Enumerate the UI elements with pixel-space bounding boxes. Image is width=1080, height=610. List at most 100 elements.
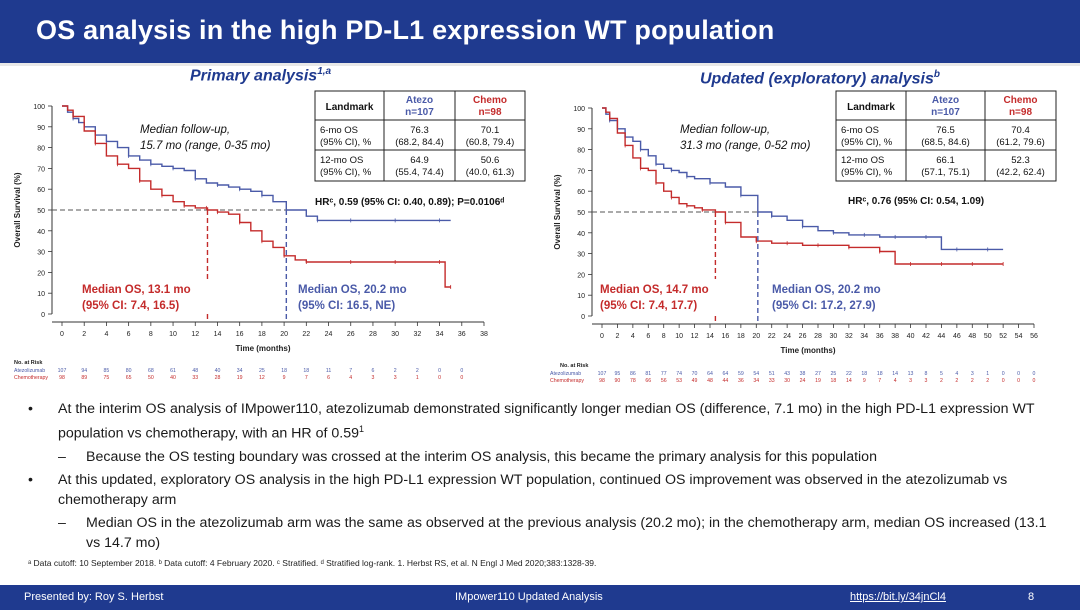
x-tick-label: 10 (675, 333, 683, 340)
risk-value: 56 (661, 378, 667, 384)
risk-row-label: Chemotherapy (550, 378, 584, 384)
risk-value: 3 (971, 371, 974, 377)
risk-value: 4 (349, 375, 352, 381)
y-axis-label: Overall Survival (%) (553, 174, 562, 249)
y-tick-label: 80 (37, 146, 45, 153)
atezo-median-label: Median OS, 20.2 mo (772, 284, 881, 296)
panel-2-title-sup: b (933, 69, 940, 80)
risk-value: 59 (738, 371, 744, 377)
y-tick-label: 90 (577, 127, 585, 134)
y-tick-label: 30 (37, 250, 45, 257)
risk-value: 64 (707, 371, 713, 377)
risk-value: 33 (769, 378, 775, 384)
risk-value: 19 (237, 375, 243, 381)
atezo-median-bg (768, 279, 908, 313)
x-tick-label: 38 (891, 333, 899, 340)
x-tick-label: 34 (436, 331, 444, 338)
x-tick-label: 28 (369, 331, 377, 338)
risk-value: 80 (126, 368, 132, 374)
table-cell-landmark-sub: (95% CI), % (320, 167, 372, 178)
risk-value: 3 (909, 378, 912, 384)
followup-line-2: 15.7 mo (range, 0-35 mo) (140, 140, 271, 152)
table-cell-landmark-sub: (95% CI), % (841, 167, 893, 178)
risk-value: 61 (170, 368, 176, 374)
atezo-median-label: Median OS, 20.2 mo (298, 284, 407, 296)
x-tick-label: 38 (480, 331, 488, 338)
panel-1-title: Primary analysis1,a (190, 66, 331, 85)
risk-value: 7 (305, 375, 308, 381)
risk-title: No. at Risk (560, 363, 589, 369)
risk-value: 1 (986, 371, 989, 377)
x-tick-label: 12 (691, 333, 699, 340)
bullet-text: Because the OS testing boundary was cros… (86, 448, 877, 465)
y-tick-label: 60 (37, 187, 45, 194)
x-tick-label: 20 (280, 331, 288, 338)
x-tick-label: 18 (737, 333, 745, 340)
bullet-text: Median OS in the atezolizumab arm was th… (86, 515, 1047, 551)
x-tick-label: 6 (127, 331, 131, 338)
risk-value: 2 (416, 368, 419, 374)
table-header-chemo-n: n=98 (478, 107, 502, 118)
risk-value: 25 (259, 368, 265, 374)
risk-value: 0 (438, 368, 441, 374)
x-tick-label: 26 (799, 333, 807, 340)
chemo-median-ci: (95% CI: 7.4, 16.5) (82, 300, 179, 312)
risk-value: 0 (1017, 378, 1020, 384)
panel-1-title-text: Primary analysis (190, 67, 318, 85)
table-header-chemo: Chemo (1004, 95, 1038, 106)
chemo-median-bg (596, 279, 736, 313)
risk-value: 65 (126, 375, 132, 381)
risk-value: 77 (661, 371, 667, 377)
risk-value: 6 (372, 368, 375, 374)
risk-value: 81 (645, 371, 651, 377)
y-tick-label: 90 (37, 125, 45, 132)
table-cell-chemo: 70.4 (1011, 125, 1030, 136)
table-cell-landmark: 12-mo OS (841, 155, 884, 166)
bullet-text: At this updated, exploratory OS analysis… (58, 472, 1008, 508)
risk-value: 64 (723, 371, 729, 377)
bullet-item: • At the interim OS analysis of IMpower11… (28, 400, 1048, 444)
table-cell-atezo: 66.1 (936, 155, 955, 166)
y-axis-label: Overall Survival (%) (13, 172, 22, 247)
risk-value: 107 (58, 368, 67, 374)
risk-value: 44 (723, 378, 729, 384)
followup-line-2: 31.3 mo (range, 0-52 mo) (680, 140, 811, 152)
slide-footer: Presented by: Roy S. Herbst IMpower110 U… (0, 585, 1080, 610)
risk-value: 53 (676, 378, 682, 384)
risk-value: 14 (892, 371, 898, 377)
table-cell-landmark: 6-mo OS (320, 125, 358, 136)
risk-value: 18 (303, 368, 309, 374)
x-tick-label: 26 (347, 331, 355, 338)
table-cell-atezo: 64.9 (410, 155, 429, 166)
risk-value: 43 (784, 371, 790, 377)
risk-value: 36 (738, 378, 744, 384)
risk-value: 54 (753, 371, 759, 377)
footer-link[interactable]: https://bit.ly/34jnCl4 (850, 591, 946, 603)
bullet-item: – Median OS in the atezolizumab arm was t… (28, 514, 1048, 553)
risk-value: 1 (416, 375, 419, 381)
risk-row-label: Atezolizumab (14, 368, 45, 374)
table-cell-chemo-ci: (61.2, 79.6) (996, 137, 1045, 148)
atezo-median-bg (294, 279, 434, 313)
risk-value: 24 (800, 378, 806, 384)
y-tick-label: 50 (577, 210, 585, 217)
risk-value: 66 (645, 378, 651, 384)
x-tick-label: 2 (82, 331, 86, 338)
table-cell-landmark-sub: (95% CI), % (841, 137, 893, 148)
x-tick-label: 8 (149, 331, 153, 338)
x-tick-label: 24 (783, 333, 791, 340)
table-cell-chemo: 52.3 (1011, 155, 1030, 166)
risk-value: 0 (1002, 378, 1005, 384)
risk-value: 50 (148, 375, 154, 381)
risk-value: 48 (192, 368, 198, 374)
table-header-chemo-n: n=98 (1009, 107, 1033, 118)
x-tick-label: 56 (1030, 333, 1038, 340)
risk-value: 107 (598, 371, 607, 377)
risk-value: 0 (1033, 371, 1036, 377)
risk-value: 68 (148, 368, 154, 374)
table-header-atezo: Atezo (932, 95, 959, 106)
table-cell-atezo: 76.3 (410, 125, 429, 136)
table-cell-chemo-ci: (40.0, 61.3) (466, 167, 515, 178)
x-tick-label: 30 (830, 333, 838, 340)
